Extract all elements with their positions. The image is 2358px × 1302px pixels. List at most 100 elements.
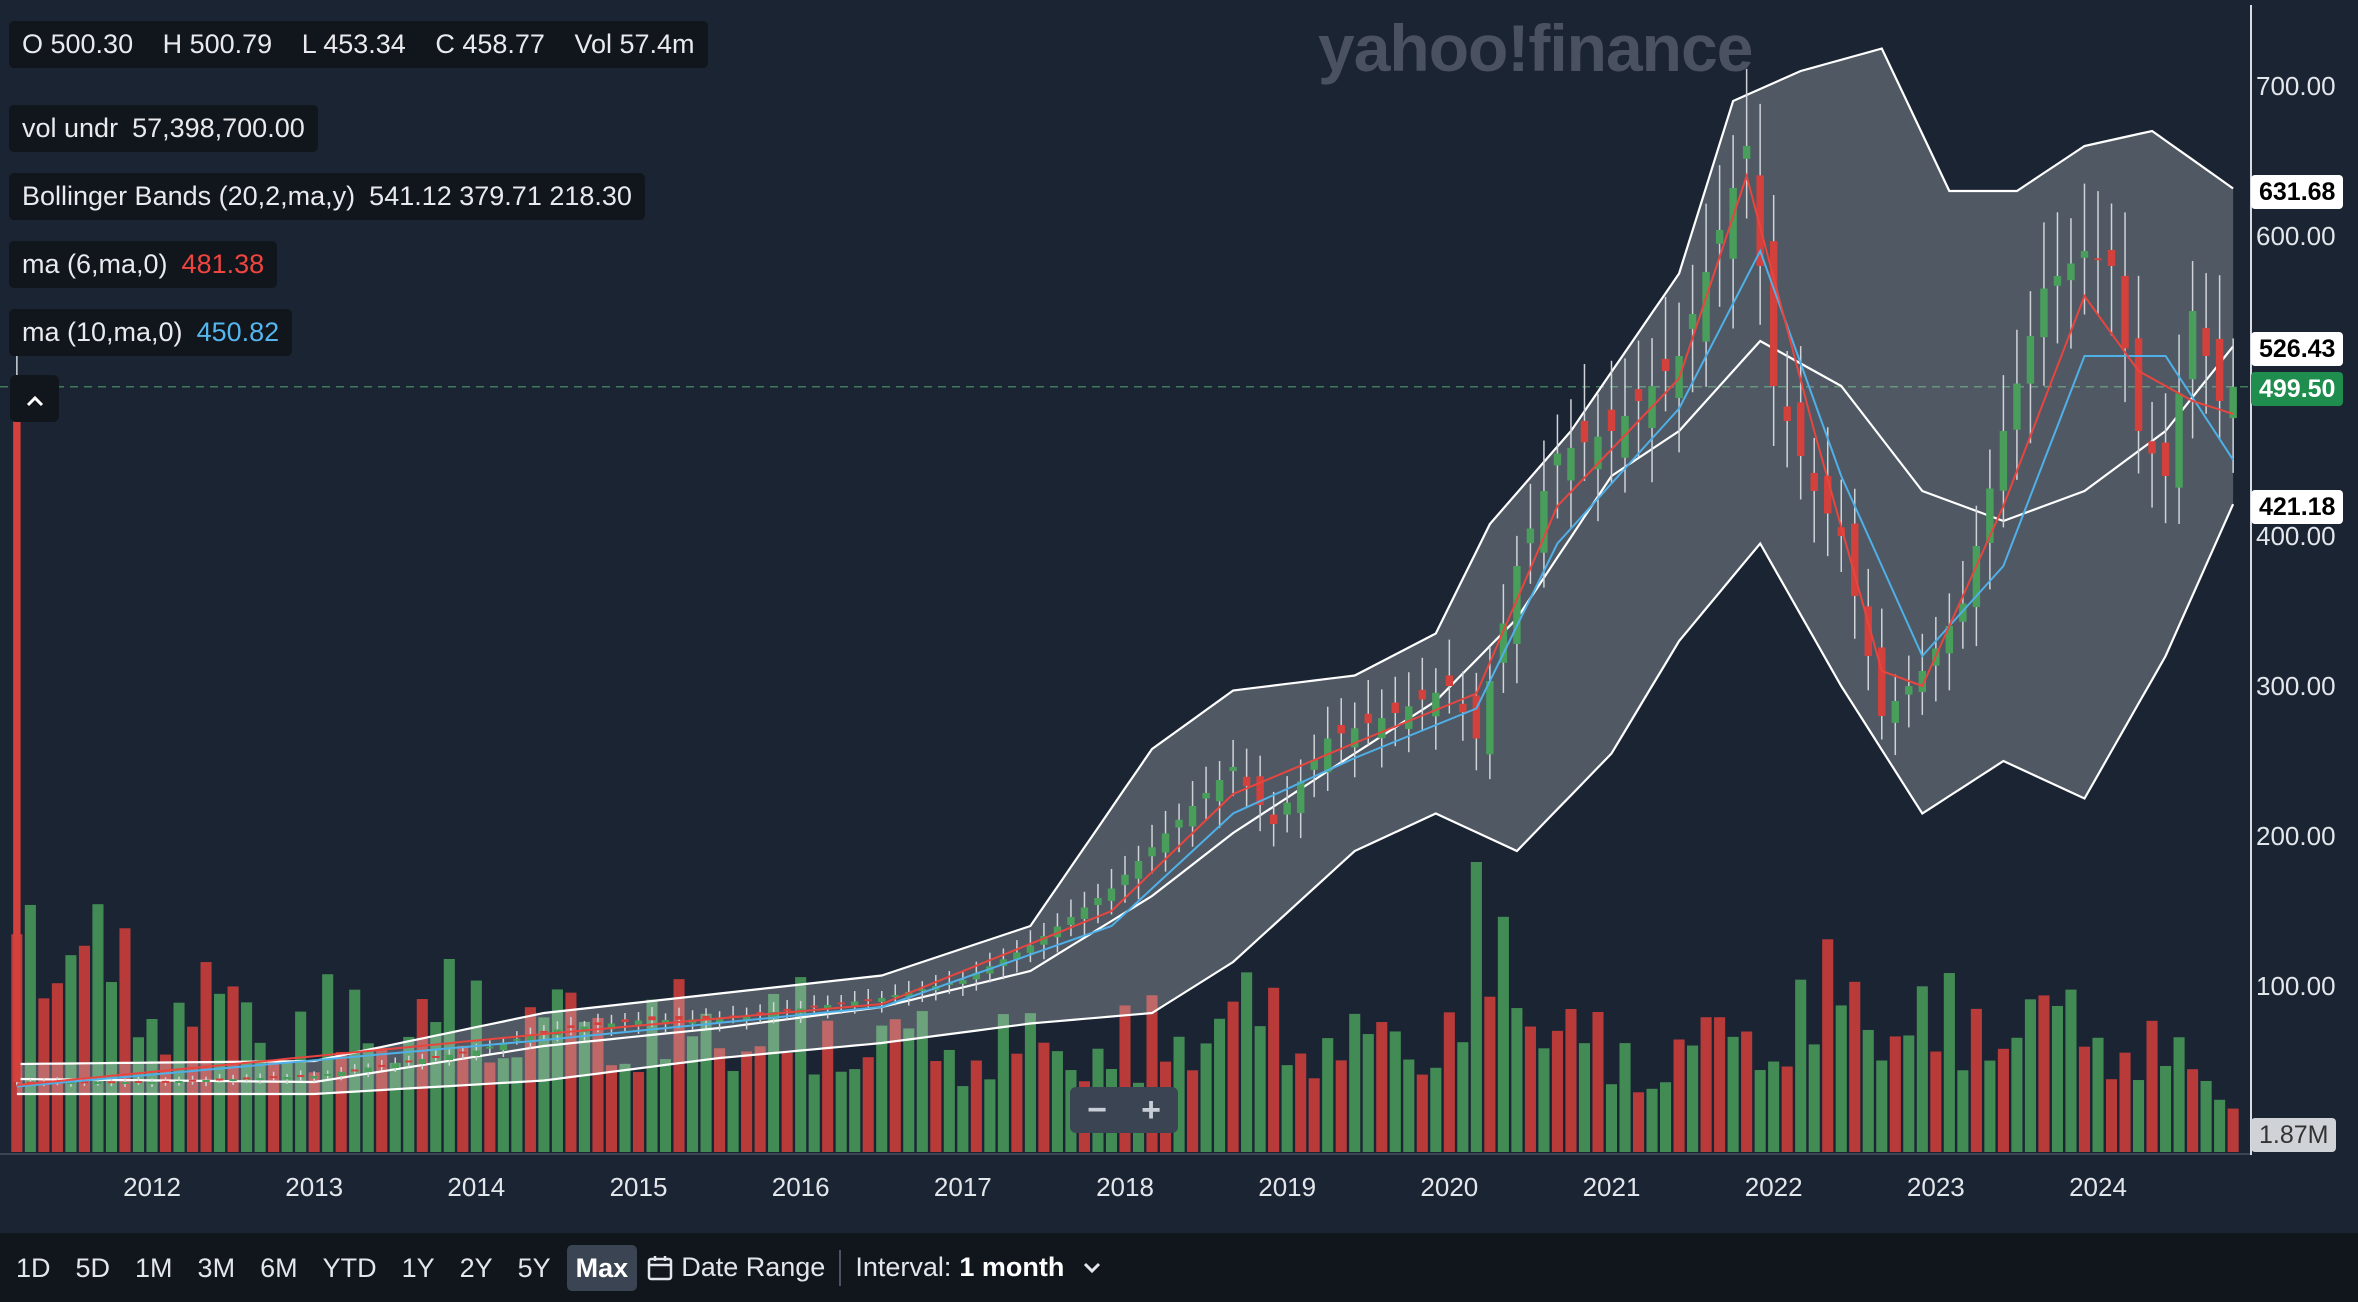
candle-body — [107, 1081, 116, 1084]
range-ytd-button[interactable]: YTD — [322, 1252, 377, 1283]
volume-bar — [376, 1048, 388, 1152]
range-6m-button[interactable]: 6M — [260, 1252, 298, 1283]
volume-bar — [214, 993, 226, 1152]
x-tick-label: 2022 — [1745, 1172, 1803, 1202]
range-2y-button[interactable]: 2Y — [459, 1252, 493, 1283]
volume-bar — [416, 999, 428, 1152]
candle-body — [1418, 689, 1427, 700]
range-3m-button[interactable]: 3M — [197, 1252, 236, 1283]
range-max-button[interactable]: Max — [566, 1244, 638, 1291]
volume-bar — [2227, 1108, 2239, 1152]
candle-body — [1391, 702, 1399, 713]
x-tick-label: 2020 — [1420, 1172, 1478, 1202]
volume-bar — [159, 1054, 172, 1152]
volume-bar — [943, 1049, 955, 1152]
candle-body — [1121, 874, 1129, 886]
range-1m-button[interactable]: 1M — [135, 1252, 173, 1283]
candle-body — [2026, 336, 2035, 384]
candle-body — [1851, 523, 1859, 596]
vol-undr-indicator[interactable]: vol undr 57,398,700.00 — [9, 105, 318, 152]
volume-bar — [1051, 1051, 1063, 1152]
candle-body — [1067, 917, 1075, 925]
range-1d-button[interactable]: 1D — [16, 1252, 51, 1283]
zoom-out-button[interactable]: − — [1087, 1091, 1107, 1129]
vol-undr-label: vol undr — [22, 113, 119, 143]
x-tick-label: 2018 — [1096, 1172, 1154, 1202]
candle-body — [1269, 814, 1278, 824]
volume-bar — [254, 1042, 266, 1152]
candle-body — [675, 1016, 683, 1020]
candle-body — [1756, 175, 1764, 266]
date-range-button[interactable]: Date Range — [637, 1252, 825, 1283]
volume-bar — [1389, 1031, 1401, 1152]
volume-bar — [2092, 1037, 2104, 1152]
candle-body — [594, 1022, 602, 1025]
candle-body — [1026, 945, 1035, 953]
candle-body — [1459, 703, 1467, 713]
volume-bar — [281, 1063, 293, 1152]
range-1y-button[interactable]: 1Y — [401, 1252, 435, 1283]
volume-bar — [1308, 1078, 1320, 1152]
range-5d-button[interactable]: 5D — [75, 1252, 111, 1283]
candle-body — [1607, 409, 1616, 431]
candle-body — [269, 1076, 278, 1079]
volume-bar — [889, 1019, 901, 1152]
candle-body — [1405, 706, 1413, 729]
volume-bar — [335, 1052, 347, 1152]
candle-body — [459, 1051, 467, 1054]
volume-bar — [1768, 1061, 1780, 1152]
volume-bar — [78, 945, 90, 1152]
volume-bar — [1646, 1088, 1658, 1152]
candle-body — [256, 1078, 264, 1081]
ma6-value: 481.38 — [181, 249, 265, 279]
ma6-indicator[interactable]: ma (6,ma,0) 481.38 — [9, 241, 278, 288]
candle-body — [445, 1054, 454, 1061]
volume-bar — [930, 1061, 942, 1152]
volume-bar — [524, 1007, 536, 1152]
candle-body — [350, 1069, 359, 1072]
volume-bar — [1660, 1082, 1672, 1152]
ma10-indicator[interactable]: ma (10,ma,0) 450.82 — [9, 309, 293, 356]
volume-bar — [1754, 1070, 1766, 1152]
zoom-in-button[interactable]: + — [1141, 1091, 1161, 1129]
candle-body — [1999, 431, 2008, 491]
candle-body — [2215, 338, 2224, 401]
volume-bar — [1957, 1070, 1969, 1152]
candle-body — [1013, 952, 1021, 960]
candle-body — [1080, 907, 1089, 919]
volume-bar — [714, 1048, 726, 1152]
date-range-label: Date Range — [681, 1252, 826, 1282]
candle-body — [13, 389, 21, 1082]
volume-bar — [673, 979, 685, 1152]
candle-body — [702, 1015, 710, 1020]
volume-bar — [1484, 996, 1496, 1152]
candle-body — [1796, 402, 1805, 456]
volume-bar — [511, 1057, 523, 1152]
candle-body — [756, 1012, 764, 1015]
candle-body — [810, 1005, 818, 1008]
volume-bar — [619, 1063, 631, 1152]
candle-body — [1594, 436, 1602, 470]
candle-body — [472, 1050, 481, 1056]
bollinger-indicator[interactable]: Bollinger Bands (20,2,ma,y) 541.12 379.71… — [9, 173, 645, 220]
collapse-indicators-button[interactable] — [10, 375, 59, 422]
candle-body — [580, 1026, 589, 1033]
candle-body — [1472, 695, 1481, 739]
volume-bar — [1524, 1026, 1536, 1152]
candle-body — [2175, 393, 2183, 488]
candle-body — [905, 992, 913, 997]
volume-bar — [849, 1069, 861, 1152]
x-tick-label: 2013 — [285, 1172, 343, 1202]
volume-bar — [268, 1062, 280, 1152]
x-tick-label: 2017 — [934, 1172, 992, 1202]
candle-body — [337, 1071, 345, 1077]
candle-body — [1215, 780, 1224, 802]
range-5y-button[interactable]: 5Y — [517, 1252, 551, 1283]
interval-selector[interactable]: Interval: 1 month — [855, 1252, 1102, 1283]
volume-bar — [1024, 1013, 1036, 1152]
candle-body — [148, 1082, 156, 1084]
volume-bar — [2160, 1065, 2172, 1152]
candle-body — [2040, 288, 2048, 338]
volume-bar — [200, 962, 212, 1152]
